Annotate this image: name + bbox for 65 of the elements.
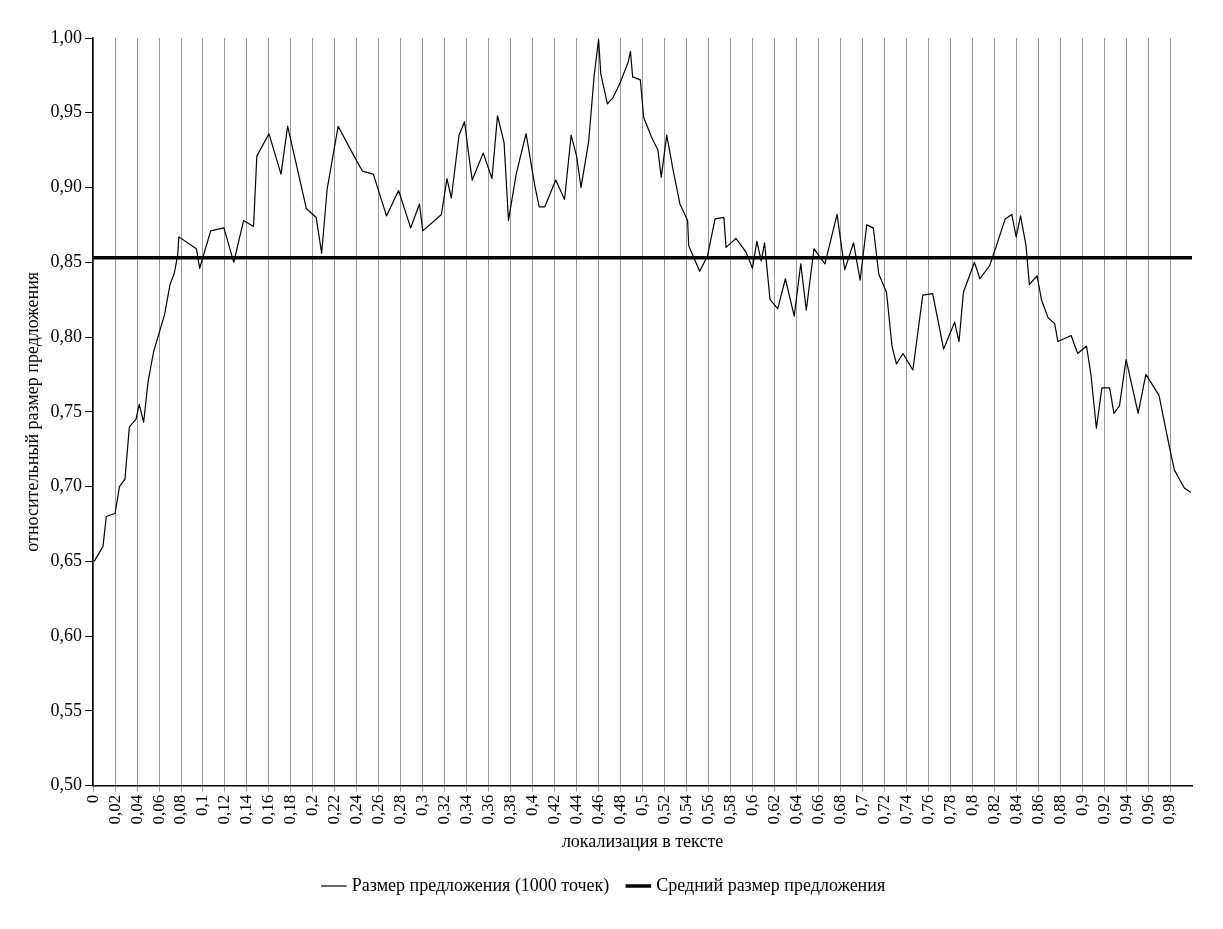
x-tick-label: 0,92 [1093, 794, 1113, 825]
y-tick-label: 0,95 [50, 101, 83, 122]
x-tick-label: 0,96 [1137, 794, 1157, 825]
x-tick-label: 0,68 [829, 794, 849, 825]
x-tick-label: 0,58 [719, 794, 739, 825]
y-tick-label: 0,65 [50, 550, 83, 571]
y-tick-label: 0,55 [50, 699, 83, 720]
x-tick-label: 0,38 [500, 794, 520, 825]
y-tick-label: 0,85 [50, 251, 83, 272]
y-tick-label: 0,75 [50, 400, 83, 421]
x-tick-label: 0,04 [126, 794, 146, 825]
x-tick-label: 0 [82, 794, 102, 804]
x-tick-label: 0,12 [214, 794, 234, 825]
x-tick-label: 0,86 [1027, 794, 1047, 825]
x-tick-label: 0,1 [192, 794, 212, 816]
x-tick-label: 0,36 [478, 794, 498, 825]
x-tick-label: 0,08 [170, 794, 190, 825]
x-tick-label: 0,02 [104, 794, 124, 825]
x-axis-title: локализация в тексте [561, 830, 724, 851]
x-tick-label: 0,74 [895, 794, 915, 825]
x-tick-label: 0,3 [412, 794, 432, 816]
x-tick-label: 0,88 [1049, 794, 1069, 825]
y-tick-label: 1,00 [50, 26, 83, 47]
x-tick-label: 0,42 [544, 794, 564, 825]
y-tick-label: 0,70 [50, 475, 83, 496]
x-tick-label: 0,98 [1159, 794, 1179, 825]
x-tick-label: 0,28 [390, 794, 410, 825]
x-tick-label: 0,18 [280, 794, 300, 825]
x-tick-label: 0,14 [236, 794, 256, 825]
x-tick-label: 0,46 [588, 794, 608, 825]
x-tick-label: 0,84 [1005, 794, 1025, 825]
y-tick-label: 0,80 [50, 325, 83, 346]
x-tick-label: 0,78 [939, 794, 959, 825]
x-tick-label: 0,94 [1115, 794, 1135, 825]
x-tick-label: 0,44 [566, 794, 586, 825]
x-tick-label: 0,16 [258, 794, 278, 825]
x-tick-label: 0,7 [851, 794, 871, 816]
x-tick-label: 0,24 [346, 794, 366, 825]
x-tick-label: 0,62 [763, 794, 783, 825]
x-tick-label: 0,6 [741, 794, 761, 816]
x-tick-label: 0,52 [654, 794, 673, 825]
x-tick-label: 0,72 [873, 794, 893, 825]
x-tick-label: 0,22 [324, 794, 344, 825]
x-tick-label: 0,82 [983, 794, 1003, 825]
x-tick-label: 0,76 [917, 794, 937, 825]
x-tick-label: 0,64 [785, 794, 805, 825]
legend-label: Размер предложения (1000 точек) [351, 874, 610, 896]
x-tick-label: 0,4 [522, 794, 542, 816]
x-tick-label: 0,48 [610, 794, 630, 825]
x-tick-label: 0,32 [434, 794, 454, 825]
y-tick-label: 0,90 [50, 176, 83, 197]
x-tick-label: 0,2 [302, 794, 322, 816]
x-tick-label: 0,8 [961, 794, 981, 816]
y-tick-label: 0,60 [50, 624, 83, 645]
x-tick-label: 0,26 [368, 794, 388, 825]
y-axis-title: относительный размер предложения [21, 271, 42, 552]
x-tick-label: 0,56 [697, 794, 717, 825]
y-tick-label: 0,50 [50, 774, 83, 795]
x-tick-label: 0,9 [1071, 794, 1091, 816]
x-tick-label: 0,06 [148, 794, 168, 825]
x-tick-label: 0,54 [675, 794, 695, 825]
x-tick-label: 0,66 [807, 794, 827, 825]
x-tick-label: 0,34 [456, 794, 476, 825]
legend-label: Средний размер предложения [656, 874, 886, 895]
x-tick-label: 0,5 [632, 794, 652, 816]
